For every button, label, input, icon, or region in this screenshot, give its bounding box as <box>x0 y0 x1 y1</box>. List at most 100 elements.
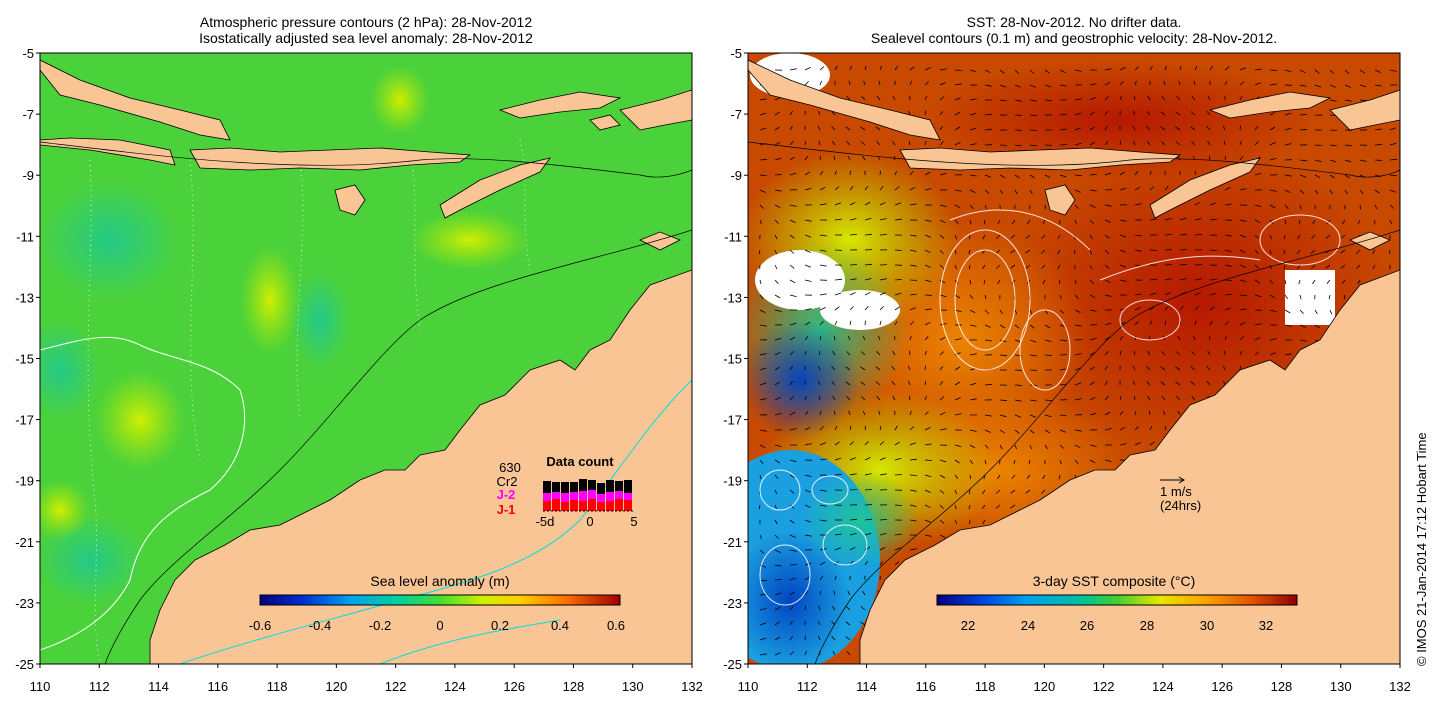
velocity-arrow <box>1119 171 1125 176</box>
velocity-arrow <box>1284 353 1292 356</box>
velocity-arrow <box>774 413 782 416</box>
velocity-arrow <box>1177 410 1181 416</box>
velocity-arrow <box>939 534 946 539</box>
velocity-arrow <box>1119 426 1126 431</box>
velocity-arrow <box>1329 99 1337 102</box>
velocity-arrow <box>819 504 827 507</box>
velocity-arrow <box>1119 410 1124 416</box>
velocity-arrow <box>834 65 838 71</box>
velocity-arrow <box>1074 127 1082 131</box>
velocity-arrow <box>1254 234 1260 239</box>
velocity-arrow <box>1223 365 1226 371</box>
velocity-arrow <box>804 67 811 71</box>
velocity-arrow <box>879 425 882 431</box>
velocity-arrow <box>789 411 796 416</box>
velocity-arrow <box>1389 69 1397 72</box>
velocity-arrow <box>1297 234 1301 240</box>
sst-tick: 24 <box>1021 618 1035 633</box>
data-count-bar <box>615 491 623 499</box>
velocity-arrow <box>774 351 781 356</box>
y-axis-tick-label: -13 <box>15 290 34 305</box>
velocity-arrow <box>999 84 1007 88</box>
velocity-arrow <box>819 458 827 461</box>
velocity-arrow <box>758 249 761 255</box>
velocity-arrow <box>909 519 917 522</box>
velocity-arrow <box>939 141 944 146</box>
velocity-arrow <box>954 219 959 224</box>
y-axis-tick-label: -7 <box>22 107 34 122</box>
velocity-arrow <box>1284 143 1292 146</box>
velocity-arrow <box>1269 352 1276 356</box>
velocity-arrow <box>1299 114 1307 116</box>
velocity-arrow <box>1044 204 1046 210</box>
velocity-arrow <box>789 620 793 626</box>
velocity-arrow <box>759 112 767 116</box>
velocity-arrow <box>1175 141 1181 146</box>
velocity-arrow <box>999 444 1003 450</box>
sst-tick: 30 <box>1200 618 1214 633</box>
velocity-arrow <box>1025 249 1031 254</box>
velocity-arrow <box>969 69 977 73</box>
velocity-arrow <box>1298 219 1301 225</box>
velocity-arrow <box>1344 174 1351 179</box>
velocity-arrow <box>1134 203 1142 206</box>
velocity-arrow <box>1042 474 1046 480</box>
velocity-arrow <box>1284 324 1292 327</box>
velocity-arrow <box>1059 383 1067 386</box>
velocity-arrow <box>1134 293 1142 296</box>
velocity-arrow <box>968 249 971 255</box>
velocity-arrow <box>849 218 857 221</box>
velocity-arrow <box>804 171 811 176</box>
velocity-arrow <box>804 264 812 268</box>
velocity-arrow <box>1059 174 1067 178</box>
velocity-arrow <box>1044 399 1052 401</box>
velocity-arrow <box>774 519 778 525</box>
velocity-arrow <box>984 383 992 386</box>
velocity-arrow <box>1074 204 1079 209</box>
velocity-arrow <box>789 606 794 611</box>
velocity-arrow <box>892 395 896 401</box>
velocity-arrow <box>954 338 962 341</box>
velocity-arrow <box>789 428 797 431</box>
velocity-arrow <box>1224 293 1232 296</box>
velocity-arrow <box>1134 307 1141 311</box>
velocity-arrow <box>774 366 780 371</box>
velocity-arrow <box>1175 126 1181 131</box>
velocity-arrow <box>834 575 837 581</box>
velocity-arrow <box>1149 441 1155 446</box>
velocity-arrow <box>864 233 872 236</box>
velocity-scale-label: 1 m/s <box>1160 484 1192 499</box>
velocity-arrow <box>924 308 932 311</box>
velocity-arrow <box>789 577 797 581</box>
velocity-arrow <box>1224 80 1228 86</box>
velocity-arrow <box>1014 84 1021 88</box>
velocity-arrow <box>1191 95 1196 101</box>
velocity-arrow <box>860 621 866 626</box>
x-axis-tick-label: 116 <box>207 679 228 694</box>
velocity-arrow <box>1160 366 1166 371</box>
velocity-arrow <box>759 309 766 314</box>
velocity-arrow <box>819 561 826 566</box>
velocity-arrow <box>789 351 794 356</box>
velocity-arrow <box>909 548 917 551</box>
data-count-bar <box>624 500 632 511</box>
velocity-arrow <box>1104 96 1109 101</box>
velocity-arrow <box>860 126 866 131</box>
velocity-arrow <box>819 575 824 581</box>
velocity-arrow <box>789 264 795 269</box>
velocity-arrow <box>789 396 794 401</box>
left-title-line2: Isostatically adjusted sea level anomaly… <box>199 30 533 46</box>
velocity-arrow <box>924 459 932 461</box>
velocity-arrow <box>1134 186 1141 191</box>
velocity-arrow <box>774 534 779 539</box>
velocity-arrow <box>1178 80 1181 86</box>
velocity-arrow <box>1104 249 1110 254</box>
velocity-arrow <box>1254 351 1260 356</box>
velocity-arrow <box>834 547 841 551</box>
velocity-arrow <box>939 125 944 131</box>
velocity-arrow <box>954 234 958 240</box>
velocity-arrow <box>954 249 957 255</box>
velocity-arrow <box>999 309 1003 315</box>
velocity-arrow <box>1104 380 1108 386</box>
velocity-arrow <box>1044 99 1052 102</box>
